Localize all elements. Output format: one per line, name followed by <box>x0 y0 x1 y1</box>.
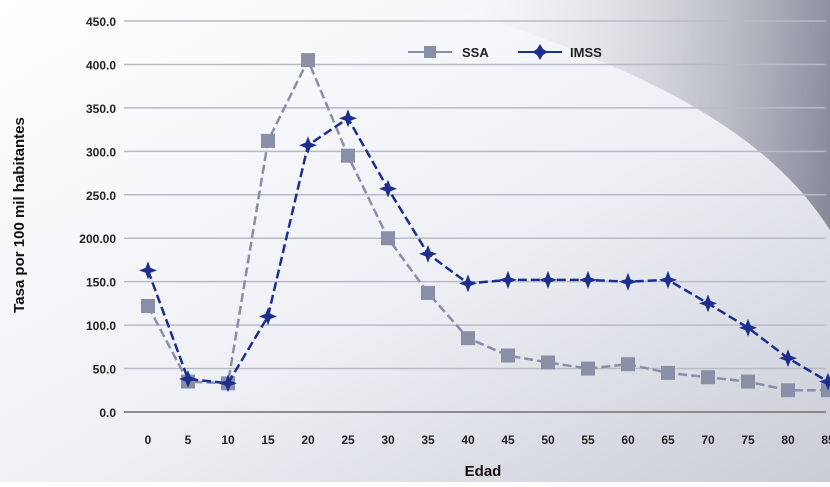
data-point <box>739 318 757 337</box>
data-point <box>379 179 397 198</box>
x-tick-label: 70 <box>701 433 715 447</box>
data-point <box>341 148 355 163</box>
y-axis-ticks: 0.0 50.0 100.0 150.0 200.00 250.0 300.0 350.0 40… <box>79 15 116 420</box>
x-tick-label: 45 <box>501 433 515 447</box>
y-tick-label: 100.0 <box>86 319 116 333</box>
y-tick-label: 150.0 <box>86 276 116 290</box>
legend-imss-label: IMSS <box>570 45 602 60</box>
data-point <box>179 370 197 388</box>
data-point <box>461 331 475 346</box>
legend-ssa-label: SSA <box>462 45 489 60</box>
data-point <box>541 355 555 370</box>
y-tick-label: 250.0 <box>86 189 116 203</box>
data-point <box>619 272 637 291</box>
data-point <box>621 357 635 372</box>
decorative-sweep <box>430 0 830 230</box>
data-point <box>381 231 395 246</box>
x-tick-label: 35 <box>421 433 435 447</box>
legend-ssa-marker <box>424 46 436 58</box>
y-tick-label: 0.0 <box>99 406 116 420</box>
grid-lines <box>124 20 826 413</box>
y-tick-label: 50.0 <box>93 363 117 377</box>
x-tick-label: 20 <box>301 433 315 447</box>
data-point <box>459 274 477 293</box>
data-point <box>539 270 557 289</box>
data-point <box>299 136 317 155</box>
data-point <box>741 374 755 389</box>
x-tick-label: 80 <box>781 433 795 447</box>
x-tick-label: 30 <box>381 433 395 447</box>
x-tick-label: 40 <box>461 433 475 447</box>
x-axis-ticks: 0 5 10 15 20 25 30 35 40 45 50 55 60 65 70 75 80 85 <box>145 433 830 447</box>
data-point <box>419 244 437 263</box>
data-point <box>821 383 830 398</box>
y-tick-label: 400.0 <box>86 58 116 72</box>
x-tick-label: 55 <box>581 433 595 447</box>
x-tick-label: 65 <box>661 433 675 447</box>
data-point <box>779 349 797 368</box>
data-point <box>339 109 357 128</box>
data-point <box>139 261 157 280</box>
legend: SSA IMSS <box>408 44 602 60</box>
x-tick-label: 10 <box>221 433 235 447</box>
data-point <box>819 372 830 391</box>
data-point <box>701 370 715 385</box>
data-point <box>579 270 597 289</box>
data-point <box>259 307 277 326</box>
y-tick-label: 300.0 <box>86 145 116 159</box>
x-tick-label: 15 <box>261 433 275 447</box>
x-tick-label: 75 <box>741 433 755 447</box>
data-point <box>301 53 315 68</box>
x-tick-label: 50 <box>541 433 555 447</box>
x-tick-label: 25 <box>341 433 355 447</box>
x-tick-label: 0 <box>145 433 152 447</box>
x-tick-label: 60 <box>621 433 635 447</box>
legend-imss-marker <box>532 44 548 60</box>
y-tick-label: 450.0 <box>86 15 116 29</box>
series-layer <box>139 53 830 398</box>
data-point <box>501 348 515 363</box>
y-tick-label: 350.0 <box>86 102 116 116</box>
y-axis-label: Tasa por 100 mil habitantes <box>11 117 28 313</box>
data-point <box>659 270 677 289</box>
data-point <box>499 270 517 289</box>
series-line <box>146 57 828 392</box>
data-point <box>661 365 675 380</box>
data-point <box>261 133 275 148</box>
series-imss <box>139 109 830 393</box>
data-point <box>781 383 795 398</box>
data-point <box>141 298 155 313</box>
x-axis-label: Edad <box>465 463 502 480</box>
y-tick-label: 200.00 <box>79 232 116 246</box>
x-tick-label: 85 <box>821 433 830 447</box>
x-tick-label: 5 <box>185 433 192 447</box>
data-point <box>219 374 237 393</box>
data-point <box>581 361 595 376</box>
data-point <box>421 285 435 300</box>
data-point <box>699 294 717 313</box>
